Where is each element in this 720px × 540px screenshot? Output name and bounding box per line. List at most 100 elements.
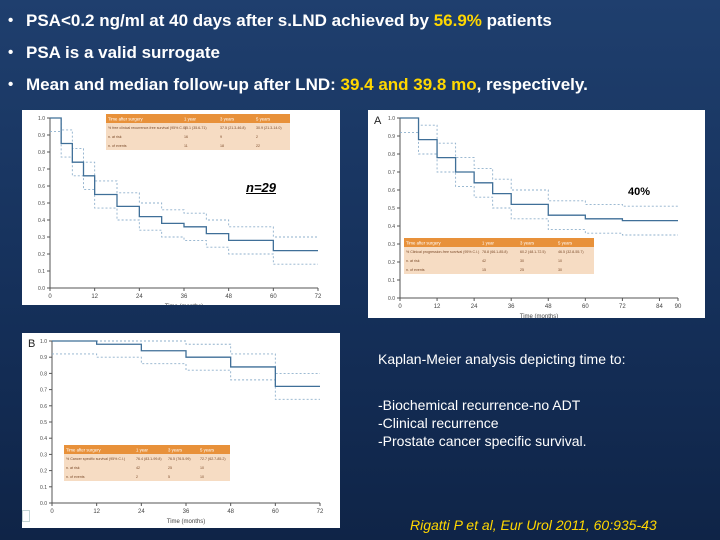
description: Kaplan-Meier analysis depicting time to:… bbox=[378, 350, 708, 450]
y-tick-label: 0.9 bbox=[388, 134, 395, 140]
y-tick-label: 0.0 bbox=[388, 296, 395, 302]
x-tick-label: 48 bbox=[225, 294, 232, 300]
x-tick-label: 24 bbox=[138, 509, 145, 515]
table-row bbox=[64, 472, 230, 481]
y-tick-label: 0.1 bbox=[40, 485, 47, 491]
description-title: Kaplan-Meier analysis depicting time to: bbox=[378, 351, 626, 367]
x-tick-label: 72 bbox=[315, 294, 322, 300]
y-tick-label: 0.8 bbox=[40, 371, 47, 377]
table-cell: 42 bbox=[482, 259, 486, 263]
x-tick-label: 60 bbox=[582, 304, 589, 310]
table-cell: 60.2 (48.1-72.5) bbox=[520, 250, 546, 254]
x-tick-label: 0 bbox=[398, 304, 402, 310]
table-cell: 9 bbox=[220, 135, 222, 139]
bullet-dot-icon: • bbox=[8, 12, 14, 29]
table-cell: n. at risk bbox=[66, 466, 80, 470]
y-tick-label: 0.6 bbox=[38, 184, 45, 190]
y-tick-label: 0.8 bbox=[38, 150, 45, 156]
table-cell: % free clinical recurrence-free survival… bbox=[108, 126, 186, 130]
bullet-item: • PSA is a valid surrogate bbox=[8, 42, 718, 64]
table-header-cell: Time after surgery bbox=[66, 448, 102, 453]
y-tick-label: 0.4 bbox=[388, 224, 395, 230]
y-tick-label: 0.1 bbox=[38, 269, 45, 275]
y-tick-label: 0.0 bbox=[38, 286, 45, 292]
y-tick-label: 0.4 bbox=[38, 218, 45, 224]
table-cell: 11 bbox=[184, 144, 188, 148]
citation: Rigatti P et al, Eur Urol 2011, 60:935-4… bbox=[410, 517, 657, 533]
x-tick-label: 12 bbox=[91, 294, 98, 300]
table-header bbox=[404, 238, 594, 247]
y-tick-label: 0.3 bbox=[40, 452, 47, 458]
x-tick-label: 12 bbox=[93, 509, 100, 515]
table-cell: 2 bbox=[256, 135, 258, 139]
km-chart-clinical: 0.0 0.1 0.2 0.3 0.4 0.5 0.6 0.7 0.8 0.9 1.0 0 12 24 36… bbox=[368, 110, 705, 318]
x-tick-label: 72 bbox=[619, 304, 626, 310]
table-cell: 37.5 (21.3-46.8) bbox=[220, 126, 246, 130]
y-tick-label: 0.2 bbox=[388, 260, 395, 266]
table-cell: 10 bbox=[200, 466, 204, 470]
y-tick-label: 0.7 bbox=[40, 388, 47, 394]
km-curve bbox=[50, 117, 318, 252]
x-tick-label: 36 bbox=[181, 294, 188, 300]
table-row bbox=[106, 141, 290, 150]
x-tick-label: 0 bbox=[50, 509, 54, 515]
x-axis-label: Time (months) bbox=[165, 304, 203, 305]
table-row bbox=[106, 132, 290, 141]
chart-background bbox=[368, 110, 705, 318]
table-cell: 76.4 (83.1-99.8) bbox=[136, 457, 162, 461]
table-header-cell: 5 years bbox=[558, 241, 572, 246]
x-tick-label: 84 bbox=[656, 304, 663, 310]
y-tick-label: 0.9 bbox=[40, 355, 47, 361]
x-tick-label: 24 bbox=[136, 294, 143, 300]
x-axis-label: Time (months) bbox=[167, 519, 205, 525]
n-annotation: n=29 bbox=[246, 180, 276, 195]
description-item: -Biochemical recurrence-no ADT bbox=[378, 397, 581, 413]
x-tick-label: 72 bbox=[317, 509, 324, 515]
table-cell: % Clinical progression-free survival (95… bbox=[406, 250, 479, 254]
table-cell: 55.1 (35.6-71) bbox=[184, 126, 207, 130]
y-tick-label: 0.6 bbox=[40, 404, 47, 410]
y-tick-label: 0.1 bbox=[388, 278, 395, 284]
x-tick-label: 60 bbox=[272, 509, 279, 515]
table-cell: 76.5 (76.5-99) bbox=[168, 457, 191, 461]
y-tick-label: 1.0 bbox=[40, 339, 47, 345]
x-tick-label: 48 bbox=[227, 509, 234, 515]
chart-background bbox=[22, 333, 340, 528]
table-cell: n. of events bbox=[66, 475, 85, 479]
table-cell: 78.8 (66.1-85.8) bbox=[482, 250, 508, 254]
table-row bbox=[404, 256, 594, 265]
x-tick-label: 36 bbox=[183, 509, 190, 515]
bullet-list: • PSA<0.2 ng/ml at 40 days after s.LND a… bbox=[8, 10, 718, 106]
y-tick-label: 0.5 bbox=[388, 206, 395, 212]
x-tick-label: 0 bbox=[48, 294, 52, 300]
percent-annotation: 40% bbox=[628, 186, 651, 198]
y-tick-label: 0.8 bbox=[388, 152, 395, 158]
y-tick-label: 0.7 bbox=[38, 167, 45, 173]
table-cell: 15 bbox=[482, 268, 486, 272]
description-item: -Prostate cancer specific survival. bbox=[378, 433, 587, 449]
x-tick-label: 36 bbox=[508, 304, 515, 310]
bullet-item: • Mean and median follow-up after LND: 3… bbox=[8, 74, 718, 96]
description-item: -Clinical recurrence bbox=[378, 415, 499, 431]
bullet-item: • PSA<0.2 ng/ml at 40 days after s.LND a… bbox=[8, 10, 718, 32]
table-header bbox=[106, 114, 290, 123]
table-cell: 46.5 (32.8-55.7) bbox=[558, 250, 584, 254]
y-tick-label: 0.2 bbox=[38, 252, 45, 258]
bullet-dot-icon: • bbox=[8, 76, 14, 93]
table-row bbox=[404, 265, 594, 274]
x-tick-label: 90 bbox=[675, 304, 682, 310]
table-cell: 10 bbox=[558, 259, 562, 263]
bullet-text: PSA is a valid surrogate bbox=[26, 43, 220, 62]
table-cell: 5 bbox=[168, 475, 170, 479]
table-cell: % Cancer specific survival (95% C.I.) bbox=[66, 457, 125, 461]
panel-label: B bbox=[28, 338, 35, 350]
table-header bbox=[64, 445, 230, 454]
table-cell: 42 bbox=[136, 466, 140, 470]
y-tick-label: 0.5 bbox=[40, 420, 47, 426]
ci-band bbox=[400, 117, 678, 207]
km-chart-biochemical: 0.0 0.1 0.2 0.3 0.4 0.5 0.6 0.7 0.8 0.9 1.0 0 12 24 36… bbox=[22, 110, 340, 305]
table-header-cell: Time after surgery bbox=[406, 241, 442, 246]
y-tick-label: 0.5 bbox=[38, 201, 45, 207]
table-cell: 30 bbox=[558, 268, 562, 272]
table-cell: 25 bbox=[168, 466, 172, 470]
